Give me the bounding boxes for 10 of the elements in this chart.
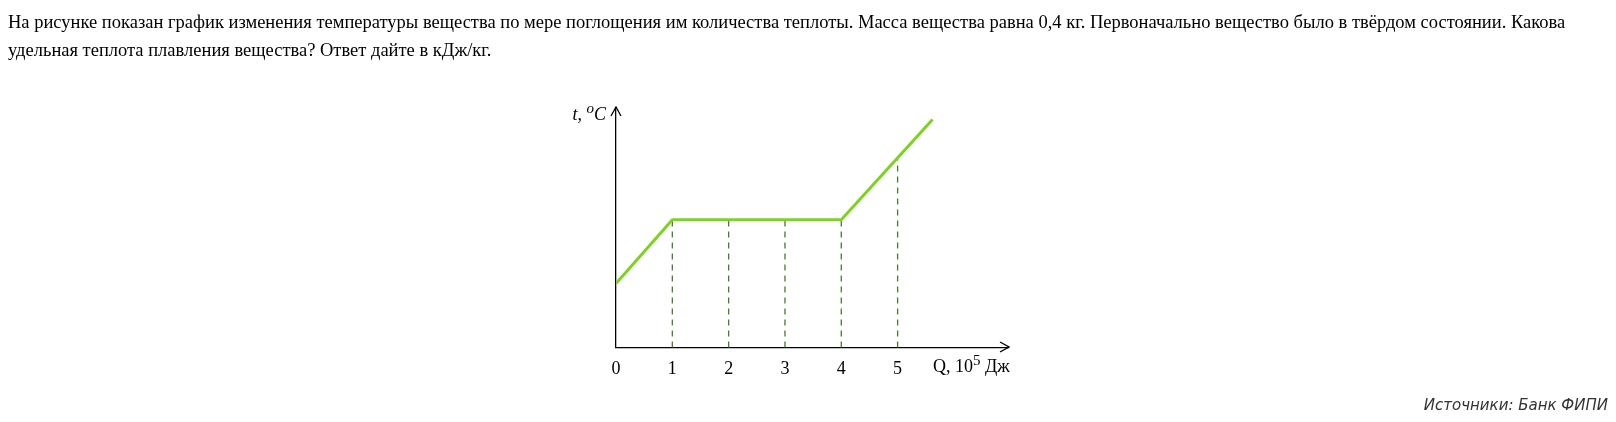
x-tick-label: 0 <box>611 357 621 378</box>
x-axis-title: Q, 10$^{5}$ Дж <box>933 352 1010 378</box>
y-axis-title: t, $^{o}$C <box>572 100 606 125</box>
x-tick-label: 3 <box>780 357 790 378</box>
x-tick-label: 5 <box>893 357 903 378</box>
chart-title: На рисунке показан график изменения температуры вещества по мере поглощения им количества теплоты. Масса вещества равна 0,4 кг. Первоначально вещество было в твёрдом состоянии. Какова удельная теплота плавления вещества? Ответ дайте в кДж/кг. <box>8 11 1567 62</box>
text: Источники: Банк ФИПИ <box>1423 396 1608 414</box>
x-tick-label: 1 <box>667 357 677 378</box>
x-tick-label: 4 <box>836 357 846 378</box>
x-tick-label: 2 <box>724 357 734 378</box>
